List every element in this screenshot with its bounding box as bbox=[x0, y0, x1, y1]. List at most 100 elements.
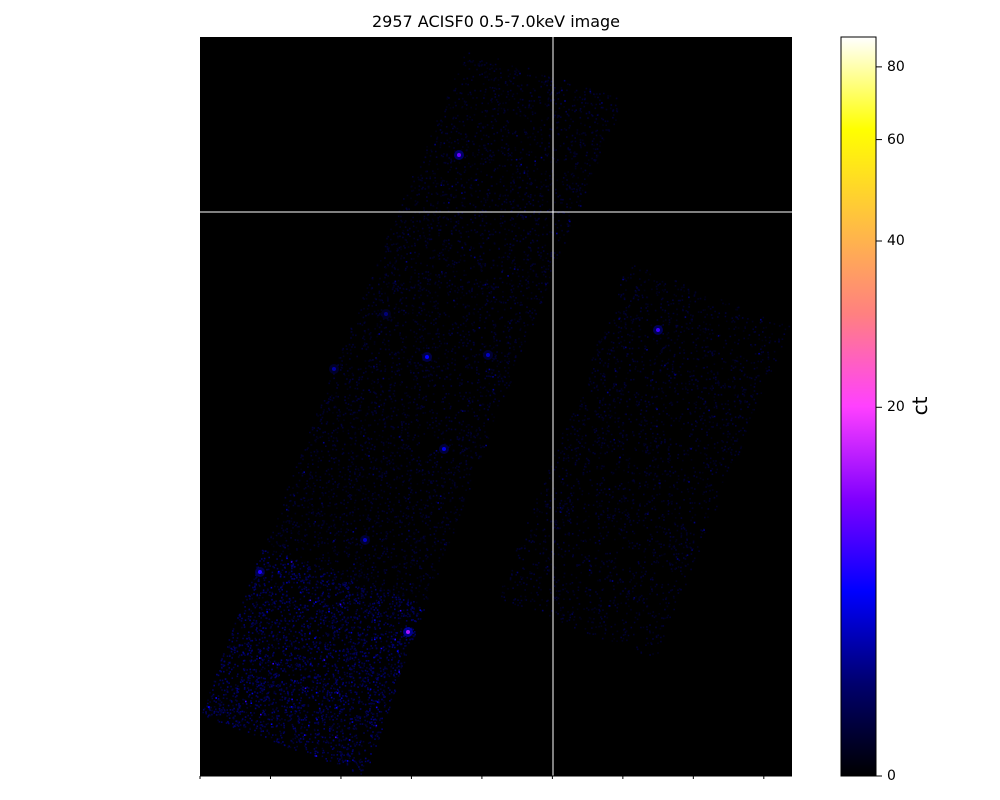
photon-events bbox=[336, 692, 339, 694]
photon-events bbox=[251, 692, 254, 695]
photon-events bbox=[226, 584, 416, 763]
photon-events bbox=[540, 156, 543, 159]
photon-events bbox=[287, 563, 289, 565]
photon-events bbox=[618, 499, 621, 502]
photon-events bbox=[703, 529, 705, 531]
photon-events bbox=[323, 659, 326, 661]
photon-events bbox=[541, 609, 544, 612]
photon-events bbox=[377, 701, 379, 703]
photon-events bbox=[688, 296, 690, 299]
bright-source bbox=[425, 355, 429, 359]
photon-events bbox=[427, 347, 430, 349]
photon-events bbox=[354, 663, 356, 666]
photon-events bbox=[544, 80, 547, 83]
photon-events bbox=[453, 299, 455, 302]
photon-events bbox=[647, 513, 649, 515]
photon-events bbox=[461, 410, 464, 412]
photon-events bbox=[515, 158, 518, 161]
photon-events bbox=[355, 527, 357, 530]
photon-events bbox=[375, 357, 377, 359]
photon-events bbox=[461, 192, 463, 194]
photon-events bbox=[516, 571, 519, 574]
photon-events bbox=[373, 365, 375, 368]
photon-events bbox=[351, 681, 353, 684]
photon-events bbox=[444, 396, 446, 399]
bright-source bbox=[406, 630, 410, 634]
photon-events bbox=[284, 546, 286, 549]
photon-events bbox=[613, 438, 615, 441]
photon-events bbox=[388, 395, 391, 398]
photon-events bbox=[516, 135, 518, 137]
photon-events bbox=[321, 502, 323, 505]
bright-source bbox=[486, 353, 490, 357]
chip-left-bottom bbox=[202, 549, 425, 775]
photon-events bbox=[333, 540, 335, 542]
photon-events bbox=[435, 450, 438, 452]
photon-events bbox=[341, 606, 344, 608]
photon-events bbox=[375, 724, 378, 727]
photon-events bbox=[760, 318, 762, 321]
photon-events bbox=[438, 508, 440, 510]
chip-right bbox=[501, 265, 791, 656]
photon-events bbox=[459, 240, 461, 243]
photon-events bbox=[619, 456, 621, 459]
photon-events bbox=[266, 611, 268, 613]
photon-events bbox=[487, 237, 490, 239]
photon-events bbox=[315, 755, 317, 757]
chart-title: 2957 ACISF0 0.5-7.0keV image bbox=[371, 12, 621, 31]
photon-events bbox=[545, 283, 547, 285]
photon-events bbox=[250, 702, 253, 704]
photon-events bbox=[525, 216, 527, 218]
photon-events bbox=[475, 179, 477, 181]
photon-events bbox=[691, 549, 693, 551]
photon-events bbox=[309, 663, 312, 665]
photon-events bbox=[514, 302, 516, 305]
photon-events bbox=[565, 110, 567, 113]
photon-events bbox=[559, 511, 562, 513]
photon-events bbox=[315, 601, 317, 603]
photon-events bbox=[451, 185, 454, 188]
photon-events bbox=[326, 655, 328, 658]
photon-events bbox=[314, 637, 316, 639]
photon-events bbox=[443, 142, 446, 145]
photon-events bbox=[279, 575, 282, 578]
photon-events bbox=[559, 506, 562, 509]
photon-events bbox=[437, 502, 439, 504]
photon-events bbox=[710, 469, 712, 472]
bright-source bbox=[332, 367, 336, 371]
photon-events bbox=[363, 435, 365, 437]
photon-events bbox=[485, 370, 488, 373]
photon-events bbox=[330, 696, 333, 699]
bright-source bbox=[442, 447, 446, 451]
photon-events bbox=[571, 613, 574, 615]
photon-events bbox=[596, 114, 599, 116]
colorbar-gradient bbox=[840, 36, 877, 777]
photon-events bbox=[695, 420, 697, 422]
photon-events bbox=[298, 608, 300, 611]
colorbar bbox=[840, 36, 882, 777]
photon-events bbox=[270, 723, 273, 725]
photon-events bbox=[409, 252, 412, 254]
photon-events bbox=[512, 294, 777, 620]
photon-events bbox=[622, 278, 624, 281]
photon-events bbox=[409, 583, 412, 585]
photon-events bbox=[290, 706, 293, 708]
photon-events bbox=[328, 610, 330, 613]
photon-events bbox=[358, 409, 360, 412]
photon-events bbox=[741, 370, 743, 372]
photon-events bbox=[684, 316, 687, 318]
chip-left-middle bbox=[267, 209, 561, 604]
photon-events bbox=[236, 688, 239, 690]
photon-events bbox=[378, 333, 381, 335]
photon-events bbox=[399, 609, 402, 612]
photon-events bbox=[215, 697, 217, 699]
photon-events bbox=[403, 309, 405, 312]
photon-events bbox=[322, 441, 325, 444]
photon-events bbox=[339, 603, 342, 606]
photon-events bbox=[584, 191, 587, 194]
photon-events bbox=[608, 488, 611, 490]
photon-events bbox=[335, 650, 337, 653]
photon-events bbox=[340, 697, 343, 699]
chip-left-top bbox=[401, 52, 619, 254]
photon-events bbox=[245, 700, 247, 703]
